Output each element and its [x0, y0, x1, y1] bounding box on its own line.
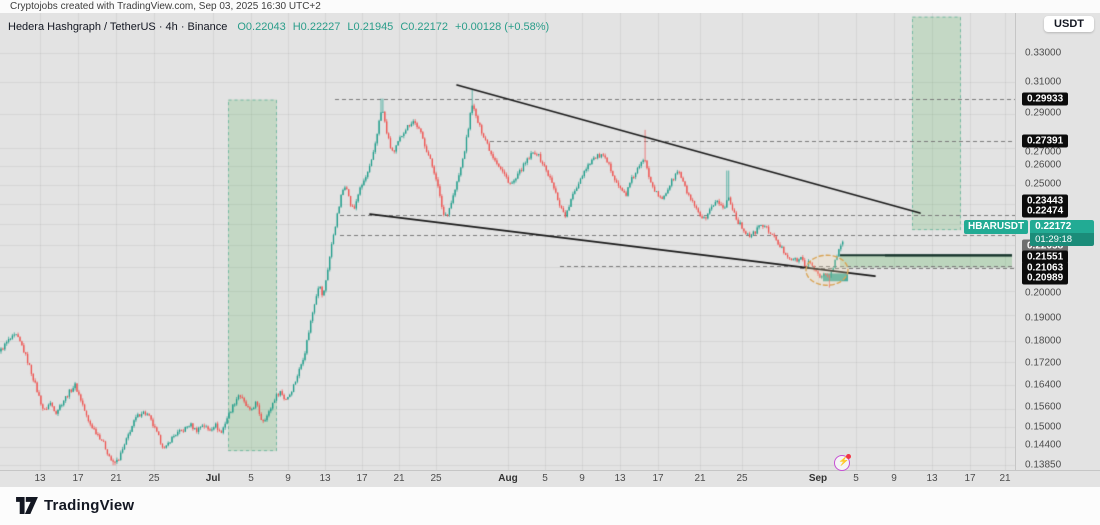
price-axis[interactable]: USDT HBARUSDT 0.22172 01:29:18 0.33000 0.…: [964, 13, 1100, 471]
bottom-brand-strip: TradingView: [0, 487, 1100, 525]
time-tick-day: 5: [248, 473, 254, 484]
time-tick-day: 9: [285, 473, 291, 484]
tradingview-logo-text: TradingView: [44, 497, 135, 514]
price-tick-label: 0.14400: [1025, 439, 1062, 451]
lightning-bolt-glyph: ⚡: [838, 456, 850, 466]
symbol-tag: HBARUSDT: [964, 220, 1029, 234]
time-tick-day: 17: [964, 473, 976, 484]
bar-countdown: 01:29:18: [1030, 233, 1094, 246]
time-tick-month: Jul: [205, 473, 221, 484]
time-tick-day: 5: [853, 473, 859, 484]
notification-dot: [846, 454, 851, 459]
time-tick-day: 13: [319, 473, 331, 484]
price-tick-label: 0.27000: [1025, 146, 1062, 158]
time-tick-day: 21: [999, 473, 1011, 484]
price-level-badge: 0.22474: [1022, 204, 1069, 218]
time-tick-day: 17: [356, 473, 368, 484]
ohlc-l-value: L0.21945: [347, 21, 394, 33]
price-tick-label: 0.33000: [1025, 47, 1062, 59]
attribution-text: Cryptojobs created with TradingView.com,…: [0, 0, 1100, 13]
time-tick-day: 9: [579, 473, 585, 484]
price-tick-label: 0.17200: [1025, 357, 1062, 369]
price-tick-label: 0.15000: [1025, 421, 1062, 433]
time-tick-day: 17: [652, 473, 664, 484]
price-tick-label: 0.25000: [1025, 178, 1062, 190]
price-tick-label: 0.18000: [1025, 335, 1062, 347]
ohlc-values: O0.22043 H0.22227 L0.21945 C0.22172 +0.00128…: [230, 21, 549, 33]
change-value: +0.00128 (+0.58%): [455, 21, 550, 33]
time-tick-month: Sep: [808, 473, 828, 484]
price-tick-label: 0.16400: [1025, 379, 1062, 391]
time-tick-day: 21: [393, 473, 405, 484]
price-tick-label: 0.31000: [1025, 76, 1062, 88]
price-level-badge: 0.27391: [1022, 134, 1069, 148]
symbol-title[interactable]: Hedera Hashgraph / TetherUS · 4h · Binan…: [8, 21, 228, 33]
time-tick-day: 9: [891, 473, 897, 484]
chart-area: Hedera Hashgraph / TetherUS · 4h · Binan…: [0, 13, 1100, 487]
time-tick-day: 17: [72, 473, 84, 484]
tradingview-logo-icon: [16, 497, 38, 514]
time-tick-day: 25: [430, 473, 442, 484]
time-tick-day: 13: [614, 473, 626, 484]
price-tick-label: 0.26000: [1025, 159, 1062, 171]
price-tick-label: 0.15600: [1025, 401, 1062, 413]
price-tick-label: 0.29000: [1025, 107, 1062, 119]
time-tick-day: 13: [926, 473, 938, 484]
time-tick-day: 25: [736, 473, 748, 484]
time-tick-day: 25: [148, 473, 160, 484]
price-tick-label: 0.20000: [1025, 287, 1062, 299]
current-price-value: 0.22172 01:29:18: [1030, 220, 1094, 246]
price-level-badge: 0.20989: [1022, 271, 1069, 285]
symbol-legend: Hedera Hashgraph / TetherUS · 4h · Binan…: [8, 19, 549, 35]
time-axis[interactable]: 13 17 21 25 Jul 5 9 13 17 21 25 Aug 5 9 13 17 21 25 Sep 5 9 1…: [0, 470, 1100, 487]
price-tick-label: 0.13850: [1025, 459, 1062, 471]
price-chart-canvas[interactable]: [0, 13, 1015, 470]
price-level-badge: 0.21551: [1022, 250, 1069, 264]
time-tick-day: 21: [694, 473, 706, 484]
time-tick-month: Aug: [498, 473, 518, 484]
price-level-badge: 0.23443: [1022, 194, 1069, 208]
tradingview-logo[interactable]: TradingView: [16, 497, 134, 514]
ohlc-o-value: O0.22043: [237, 21, 286, 33]
price-level-badge: 0.29933: [1022, 92, 1069, 106]
currency-toggle-button[interactable]: USDT: [1044, 16, 1094, 32]
events-lightning-icon[interactable]: ⚡: [834, 454, 851, 471]
current-price-badge: HBARUSDT 0.22172 01:29:18: [964, 220, 1094, 246]
ohlc-c-value: C0.22172: [400, 21, 449, 33]
ohlc-h-value: H0.22227: [292, 21, 341, 33]
price-level-badge: 0.21063: [1022, 261, 1069, 275]
time-tick-day: 5: [542, 473, 548, 484]
time-tick-day: 13: [34, 473, 46, 484]
time-tick-day: 21: [110, 473, 122, 484]
price-tick-label: 0.19000: [1025, 312, 1062, 324]
